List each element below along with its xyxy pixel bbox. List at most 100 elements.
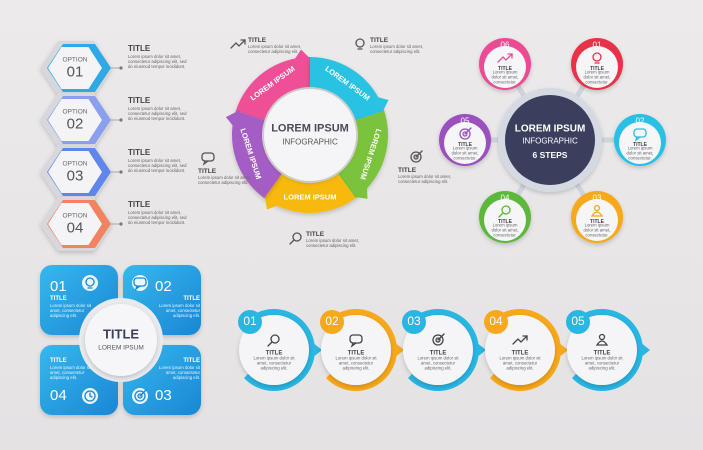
icon [634, 136, 641, 142]
timeline-text: Lorem ipsum dolor sit amet, consectetur … [417, 355, 459, 371]
option-number: 03 [66, 167, 84, 185]
timeline-number: 05 [571, 314, 585, 329]
item-text: Lorem ipsum dolor sit amet, consectetur … [306, 238, 360, 248]
center-subtitle: INFOGRAPHIC [522, 136, 578, 146]
icon [85, 277, 95, 287]
cycle-segment [231, 110, 282, 199]
quad-center [85, 304, 157, 376]
number-badge [320, 310, 344, 334]
timeline-circle [321, 315, 391, 385]
quad-number: 02 [155, 278, 172, 295]
icon [507, 53, 513, 59]
step-inner [484, 199, 526, 241]
item-text: Lorem ipsum dolor sit amet, consectetur … [398, 174, 452, 184]
icon [598, 333, 606, 341]
option-label: OPTION [62, 108, 88, 116]
center-subtitle: INFOGRAPHIC [282, 137, 338, 147]
quad-number: 04 [50, 387, 67, 404]
number-badge [484, 310, 508, 334]
item-text: Lorem ipsum dolor sit amet, consectetur … [370, 44, 424, 54]
step-inner [484, 46, 526, 88]
step-inner [619, 122, 661, 164]
item-title: TITLE [128, 96, 151, 105]
timeline-text: Lorem ipsum dolor sit amet, consectetur … [581, 355, 623, 371]
icon [522, 335, 528, 341]
step-number: 04 [500, 193, 510, 203]
cycle-pointer [351, 182, 368, 199]
step-text: Lorem ipsum dolor sit amet, consectetur. [583, 222, 611, 238]
icon [432, 334, 444, 346]
option-number: 02 [66, 115, 84, 133]
cycle-pointer [264, 193, 283, 210]
icon [240, 39, 246, 45]
timeline-arrow [640, 342, 650, 358]
quad-title: TITLE [50, 358, 67, 364]
quad-text: Lorem ipsum dolor sit amet, consectetur … [50, 365, 92, 380]
step-text: Lorem ipsum dolor sit amet, consectetur. [451, 145, 479, 161]
quad-text: Lorem ipsum dolor sit amet, consectetur … [158, 365, 200, 380]
timeline-text: Lorem ipsum dolor sit amet, consectetur … [499, 355, 541, 371]
item-title: TITLE [370, 37, 389, 44]
icon [415, 150, 423, 158]
quad-title: TITLE [183, 296, 200, 302]
timeline-number: 04 [489, 314, 503, 329]
timeline-circle [403, 315, 473, 385]
cycle-pointer [292, 49, 313, 64]
timeline-arrow [558, 342, 568, 358]
step-title: TITLE [590, 66, 604, 73]
icon-badge [82, 275, 98, 291]
icon [498, 212, 504, 218]
timeline-circle [239, 315, 309, 385]
step-number: 05 [460, 116, 470, 126]
item-text: Lorem ipsum dolor sit amet, consectetur … [248, 44, 302, 54]
item-title: TITLE [128, 44, 151, 53]
number-badge [238, 310, 262, 334]
timeline-arrow [394, 342, 404, 358]
hexagon-inner [48, 203, 102, 245]
cycle-segment [235, 56, 310, 121]
item-text: Lorem ipsum dolor sit amet, consectetur … [128, 210, 187, 225]
icon [134, 285, 141, 291]
timeline-text: Lorem ipsum dolor sit amet, consectetur … [335, 355, 377, 371]
icon [497, 53, 513, 63]
center-title: LOREM IPSUM [271, 122, 349, 135]
icon [501, 205, 511, 215]
step-inner [576, 199, 618, 241]
timeline-title: TITLE [429, 350, 447, 357]
item-title: TITLE [128, 200, 151, 209]
quad-title: TITLE [50, 296, 67, 302]
icon [462, 131, 468, 137]
item-title: TITLE [128, 148, 151, 157]
option-label: OPTION [62, 160, 88, 168]
item-title: TITLE [398, 167, 417, 174]
icon [201, 152, 215, 162]
center-note: 6 STEPS [532, 150, 568, 161]
icon [292, 232, 302, 242]
step-number: 06 [500, 40, 510, 50]
icon [270, 334, 280, 344]
timeline-arrow [476, 342, 486, 358]
step-number: 03 [592, 193, 602, 203]
center-title: TITLE [102, 326, 140, 342]
icon [435, 337, 441, 343]
icon [355, 38, 365, 48]
cycle-segment [264, 173, 356, 214]
icon [413, 154, 419, 160]
timeline-text: Lorem ipsum dolor sit amet, consectetur … [253, 355, 295, 371]
cycle-pointer [372, 95, 389, 115]
quad-number: 03 [155, 387, 172, 404]
center-subtitle: LOREM IPSUM [98, 344, 144, 352]
number-badge [402, 310, 426, 334]
icon [512, 335, 528, 345]
icon [595, 340, 609, 346]
number-badge [566, 310, 590, 334]
item-title: TITLE [248, 37, 267, 44]
step-text: Lorem ipsum dolor sit amet, consectetur. [583, 69, 611, 85]
cycle-segment [310, 57, 385, 121]
icon [464, 127, 472, 135]
timeline-arrow [312, 342, 322, 358]
option-label: OPTION [62, 56, 88, 64]
icon [230, 39, 246, 49]
hexagon-inner [48, 151, 102, 193]
